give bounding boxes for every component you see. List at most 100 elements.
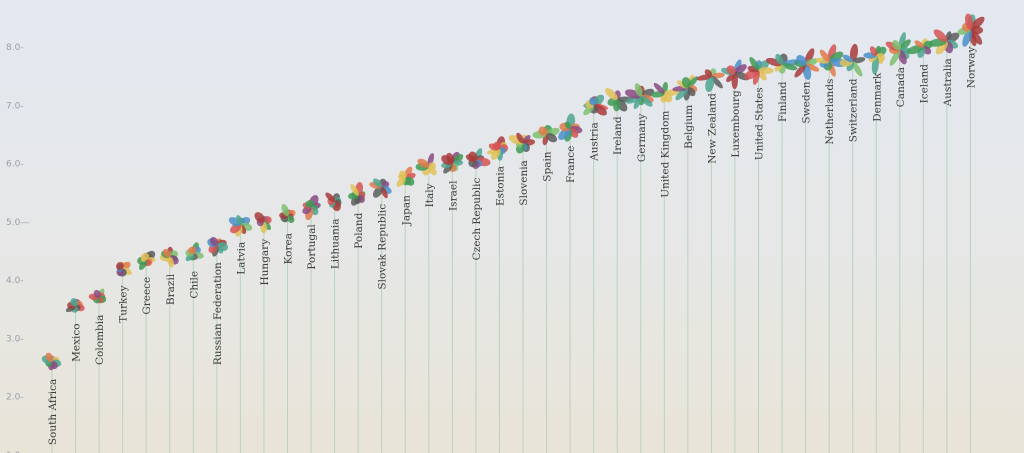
country-label: Australia bbox=[942, 58, 954, 107]
country-label: Colombia bbox=[94, 315, 106, 365]
country-label: Austria bbox=[589, 122, 601, 162]
flower-mark[interactable] bbox=[957, 13, 987, 48]
flower-mark[interactable] bbox=[40, 351, 62, 371]
country-label: Finland bbox=[777, 81, 789, 122]
country-label: Israel bbox=[447, 180, 459, 211]
flower-petal bbox=[794, 64, 807, 78]
flower-petal bbox=[914, 40, 924, 48]
flower-petal bbox=[446, 152, 455, 164]
flower-petal bbox=[254, 212, 265, 223]
flower-mark[interactable] bbox=[884, 31, 912, 67]
flower-petal bbox=[892, 40, 902, 51]
flower-petal bbox=[734, 64, 747, 75]
flower-petal bbox=[869, 46, 878, 56]
flower-mark[interactable] bbox=[507, 132, 536, 155]
flower-petal bbox=[675, 87, 689, 101]
flower-petal bbox=[140, 252, 150, 261]
flower-mark[interactable] bbox=[651, 81, 680, 104]
y-tick-label: 1.0- bbox=[6, 451, 24, 453]
flower-mark[interactable] bbox=[720, 58, 750, 90]
country-label: Czech Republic bbox=[471, 178, 483, 261]
flower-petal bbox=[589, 97, 597, 106]
flower-mark[interactable] bbox=[439, 150, 465, 175]
flower-mark[interactable] bbox=[184, 241, 204, 262]
flower-petal bbox=[468, 151, 478, 162]
country-label: Ireland bbox=[612, 116, 624, 155]
country-label: Italy bbox=[424, 183, 436, 207]
flower-mark[interactable] bbox=[742, 56, 774, 86]
flower-petal bbox=[93, 289, 101, 298]
flower-petal bbox=[757, 69, 767, 81]
country-label: Luxembourg bbox=[730, 90, 742, 158]
country-label: Russian Federation bbox=[212, 262, 224, 365]
flower-mark[interactable] bbox=[369, 177, 393, 200]
flower-petal bbox=[350, 184, 359, 196]
flower-mark[interactable] bbox=[324, 191, 343, 213]
flower-petal bbox=[749, 56, 760, 71]
flower-petal bbox=[399, 170, 407, 179]
country-label: Denmark bbox=[871, 72, 883, 122]
flower-mark[interactable] bbox=[415, 152, 438, 177]
country-label: Turkey bbox=[118, 285, 130, 322]
flower-mark[interactable] bbox=[582, 93, 609, 118]
flower-petal bbox=[492, 141, 502, 150]
country-label: Poland bbox=[353, 212, 365, 248]
country-label: France bbox=[565, 146, 577, 183]
flower-petal bbox=[325, 192, 335, 202]
flower-mark[interactable] bbox=[65, 297, 86, 314]
flower-mark[interactable] bbox=[793, 47, 821, 81]
flower-mark[interactable] bbox=[252, 210, 273, 234]
flower-mark[interactable] bbox=[136, 249, 157, 272]
flower-petal bbox=[188, 246, 197, 255]
flower-mark[interactable] bbox=[301, 194, 322, 222]
flower-petal bbox=[752, 70, 760, 85]
flower-mark[interactable] bbox=[486, 135, 509, 161]
flower-mark[interactable] bbox=[603, 86, 633, 114]
flower-mark[interactable] bbox=[815, 43, 848, 77]
flower-mark[interactable] bbox=[532, 124, 561, 146]
y-tick-label: 6.0- bbox=[6, 160, 24, 170]
y-tick-label: 7.0- bbox=[6, 101, 24, 111]
flower-mark[interactable] bbox=[395, 165, 417, 188]
flower-mark[interactable] bbox=[348, 182, 367, 208]
flower-mark[interactable] bbox=[672, 74, 699, 102]
flower-petal bbox=[235, 215, 242, 225]
flower-petal bbox=[116, 261, 124, 270]
flower-mark[interactable] bbox=[839, 43, 866, 78]
flower-mark[interactable] bbox=[863, 45, 888, 75]
flower-mark[interactable] bbox=[114, 260, 133, 277]
flower-petal bbox=[933, 29, 948, 42]
y-tick-label: 8.0- bbox=[6, 43, 24, 53]
country-label: Switzerland bbox=[848, 78, 860, 142]
flower-mark[interactable] bbox=[556, 113, 583, 142]
flower-petal bbox=[546, 133, 558, 143]
country-label: Belgium bbox=[683, 105, 695, 149]
flower-mark[interactable] bbox=[88, 287, 107, 304]
flower-mark[interactable] bbox=[159, 246, 180, 269]
flower-petal bbox=[775, 53, 784, 65]
flower-petal bbox=[653, 82, 665, 94]
flower-mark[interactable] bbox=[624, 82, 656, 110]
flower-mark[interactable] bbox=[279, 203, 297, 225]
country-labels: South Africa Mexico Colombia Turkey Greece Br… bbox=[47, 46, 977, 445]
flower-petal bbox=[516, 132, 524, 144]
flower-mark[interactable] bbox=[906, 38, 934, 59]
y-tick-label: 3.0- bbox=[6, 334, 24, 344]
flower-petal bbox=[819, 49, 830, 62]
flower-mark[interactable] bbox=[206, 235, 229, 257]
flowers bbox=[40, 13, 987, 371]
flower-mark[interactable] bbox=[696, 67, 725, 93]
flower-petal bbox=[45, 352, 54, 363]
flower-mark[interactable] bbox=[465, 147, 492, 169]
flower-petal bbox=[804, 48, 815, 65]
flower-mark[interactable] bbox=[227, 214, 253, 237]
flower-petal bbox=[70, 298, 78, 307]
flower-petal bbox=[782, 63, 798, 71]
flower-mark[interactable] bbox=[928, 27, 961, 56]
flower-petal bbox=[805, 63, 820, 72]
flower-petal bbox=[711, 75, 723, 89]
country-label: Brazil bbox=[165, 273, 177, 305]
flower-petal bbox=[726, 72, 736, 83]
